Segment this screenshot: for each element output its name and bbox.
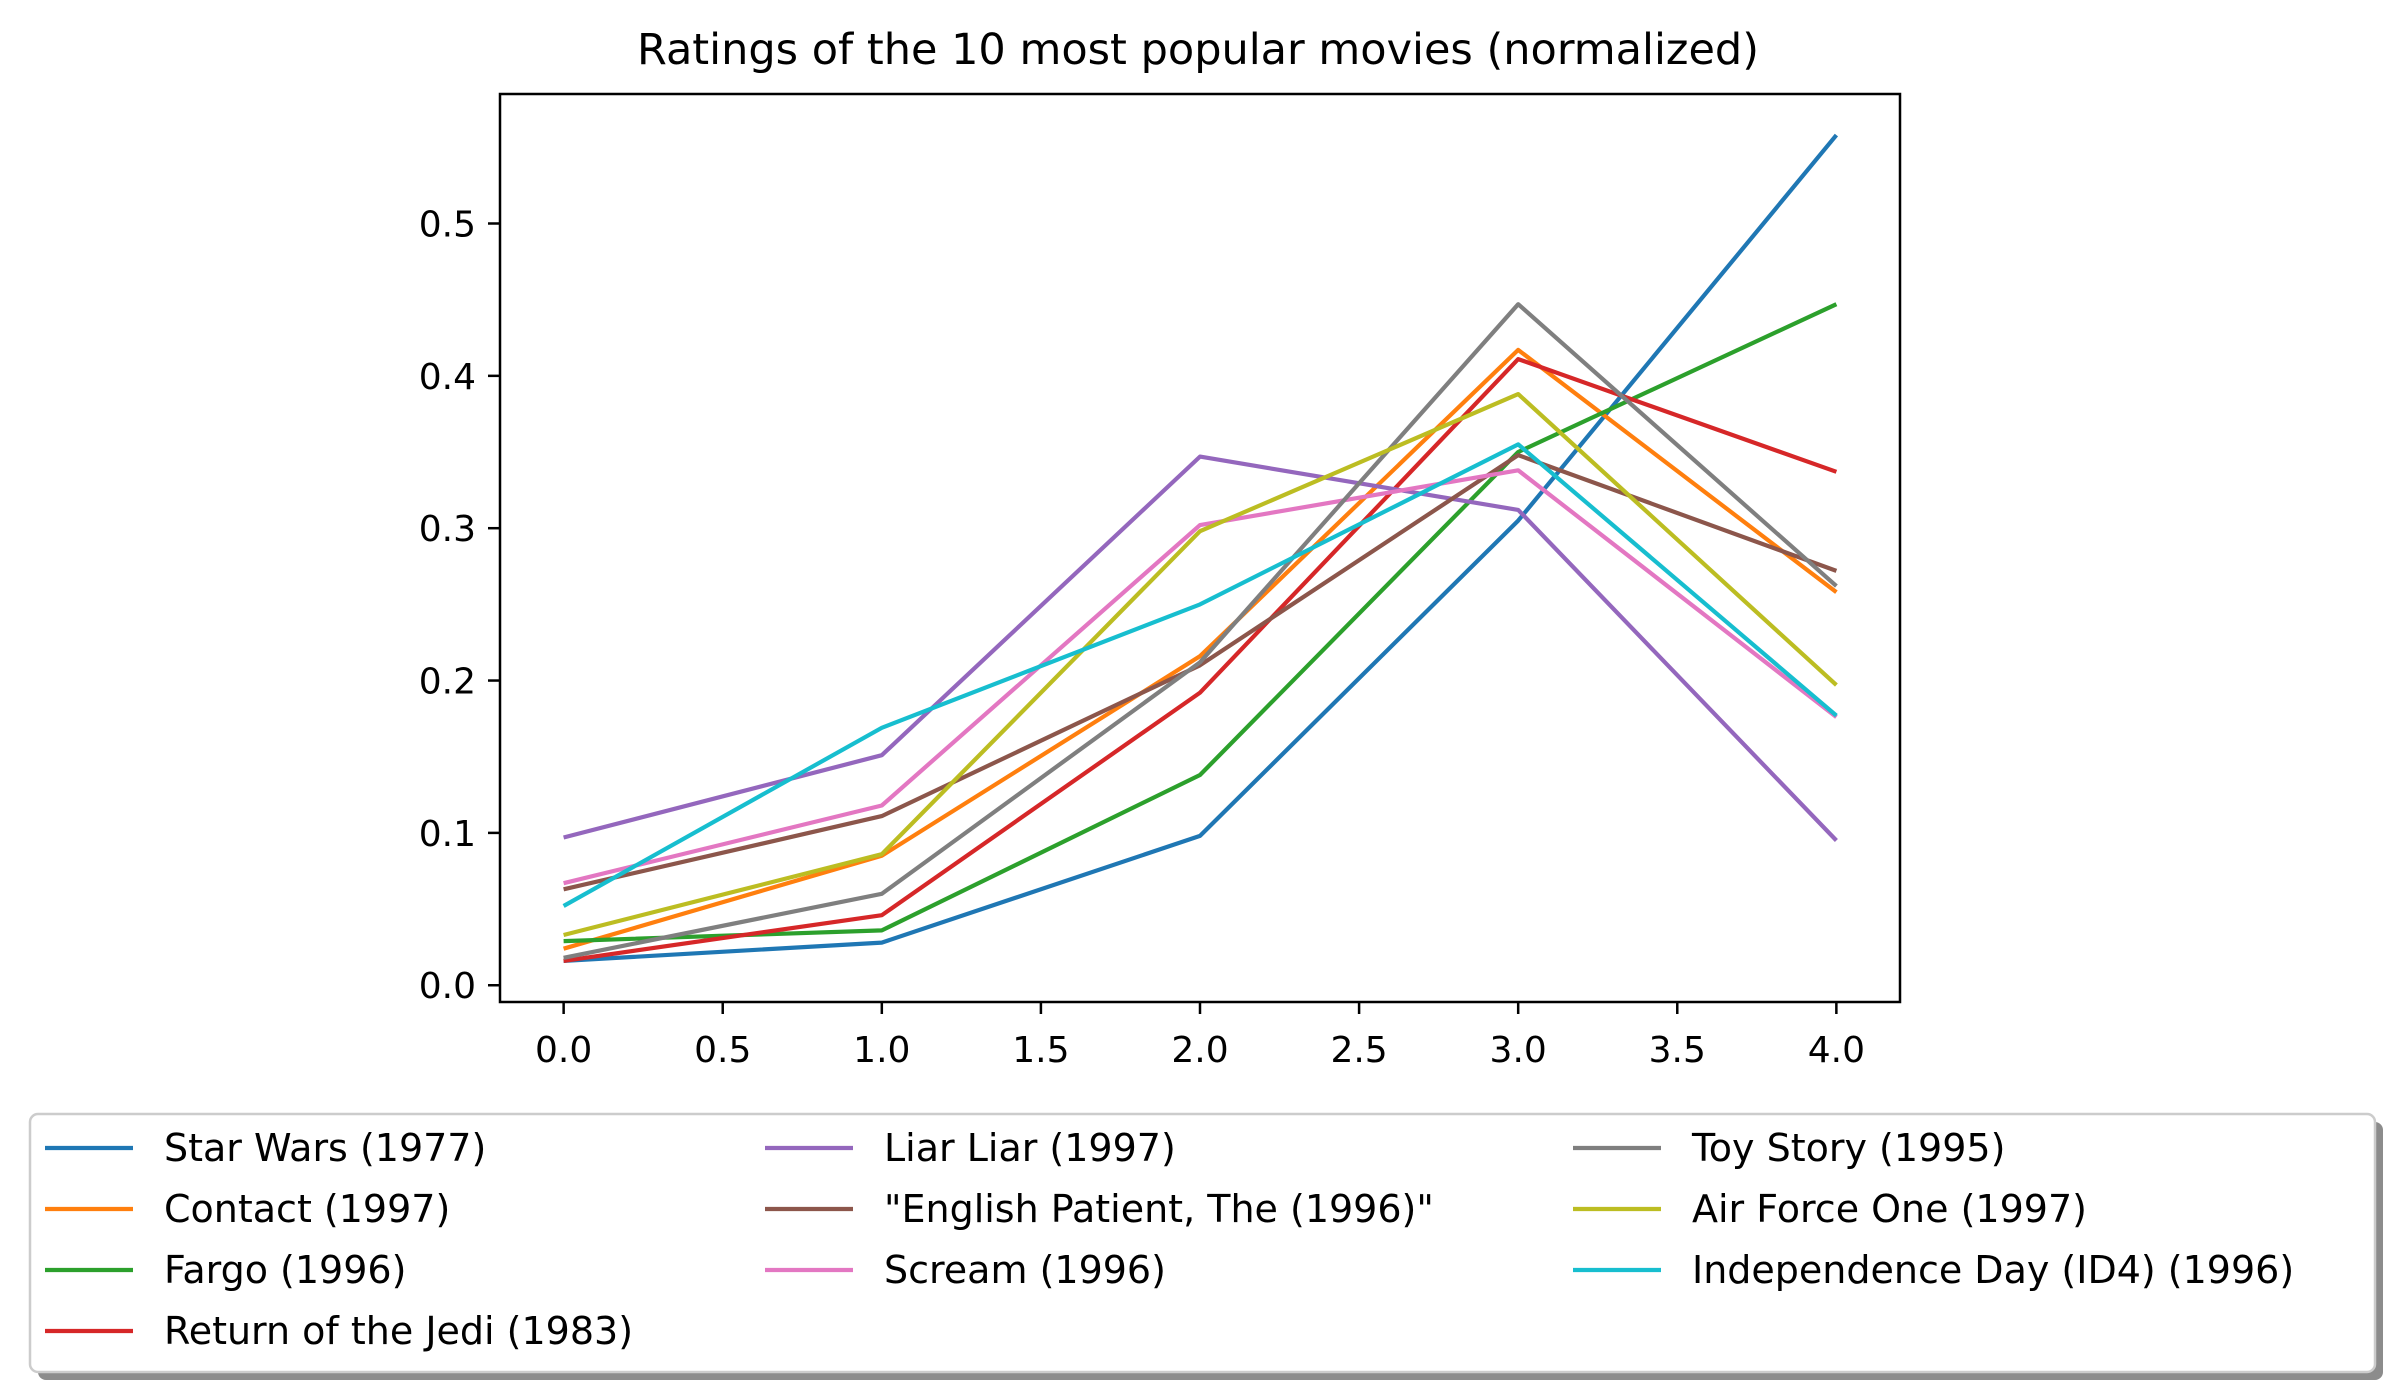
legend-label: Toy Story (1995) <box>1691 1126 2005 1170</box>
x-tick-label: 0.5 <box>694 1030 751 1071</box>
series-layer <box>562 133 1839 963</box>
series-line-8 <box>563 302 1838 960</box>
series-line-9 <box>563 392 1838 938</box>
y-axis: 0.0 0.1 0.2 0.3 0.4 0.5 <box>419 204 500 1007</box>
x-tick-label: 0.0 <box>535 1030 592 1071</box>
legend-label: Independence Day (ID4) (1996) <box>1692 1248 2294 1292</box>
legend-label: Return of the Jedi (1983) <box>164 1309 633 1353</box>
legend-label: Contact (1997) <box>164 1187 450 1231</box>
x-tick-label: 4.0 <box>1808 1030 1865 1071</box>
x-tick-label: 1.5 <box>1012 1030 1069 1071</box>
plot-frame <box>498 92 1902 1004</box>
y-tick-label: 0.5 <box>419 204 476 245</box>
y-tick-label: 0.3 <box>419 509 476 550</box>
series-line-1 <box>563 133 1839 963</box>
x-tick-label: 2.5 <box>1330 1030 1387 1071</box>
x-tick-label: 3.5 <box>1649 1030 1706 1071</box>
chart-title: Ratings of the 10 most popular movies (n… <box>637 25 1759 75</box>
legend-label: "English Patient, The (1996)" <box>884 1187 1434 1231</box>
series-line-3 <box>563 302 1838 944</box>
legend: Star Wars (1977) Contact (1997) Fargo (199… <box>28 1112 2383 1380</box>
series-line-7 <box>563 468 1838 886</box>
series-line-2 <box>563 347 1838 951</box>
y-tick-label: 0.2 <box>419 662 476 703</box>
series-line-6 <box>563 453 1838 892</box>
series-line-5 <box>563 454 1838 842</box>
legend-label: Fargo (1996) <box>164 1248 406 1292</box>
legend-label: Air Force One (1997) <box>1692 1187 2087 1231</box>
x-tick-label: 3.0 <box>1490 1030 1547 1071</box>
x-axis: 0.0 0.5 1.0 1.5 2.0 2.5 3.0 3.5 4.0 <box>535 1002 1865 1071</box>
x-tick-label: 2.0 <box>1171 1030 1228 1071</box>
legend-label: Liar Liar (1997) <box>884 1126 1176 1170</box>
y-tick-label: 0.0 <box>419 966 476 1007</box>
legend-label: Star Wars (1977) <box>164 1126 486 1170</box>
x-tick-label: 1.0 <box>853 1030 910 1071</box>
legend-label: Scream (1996) <box>884 1248 1166 1292</box>
y-tick-label: 0.4 <box>419 357 476 398</box>
series-line-10 <box>562 442 1838 908</box>
legend-box <box>28 1112 2377 1374</box>
y-tick-label: 0.1 <box>419 814 476 855</box>
